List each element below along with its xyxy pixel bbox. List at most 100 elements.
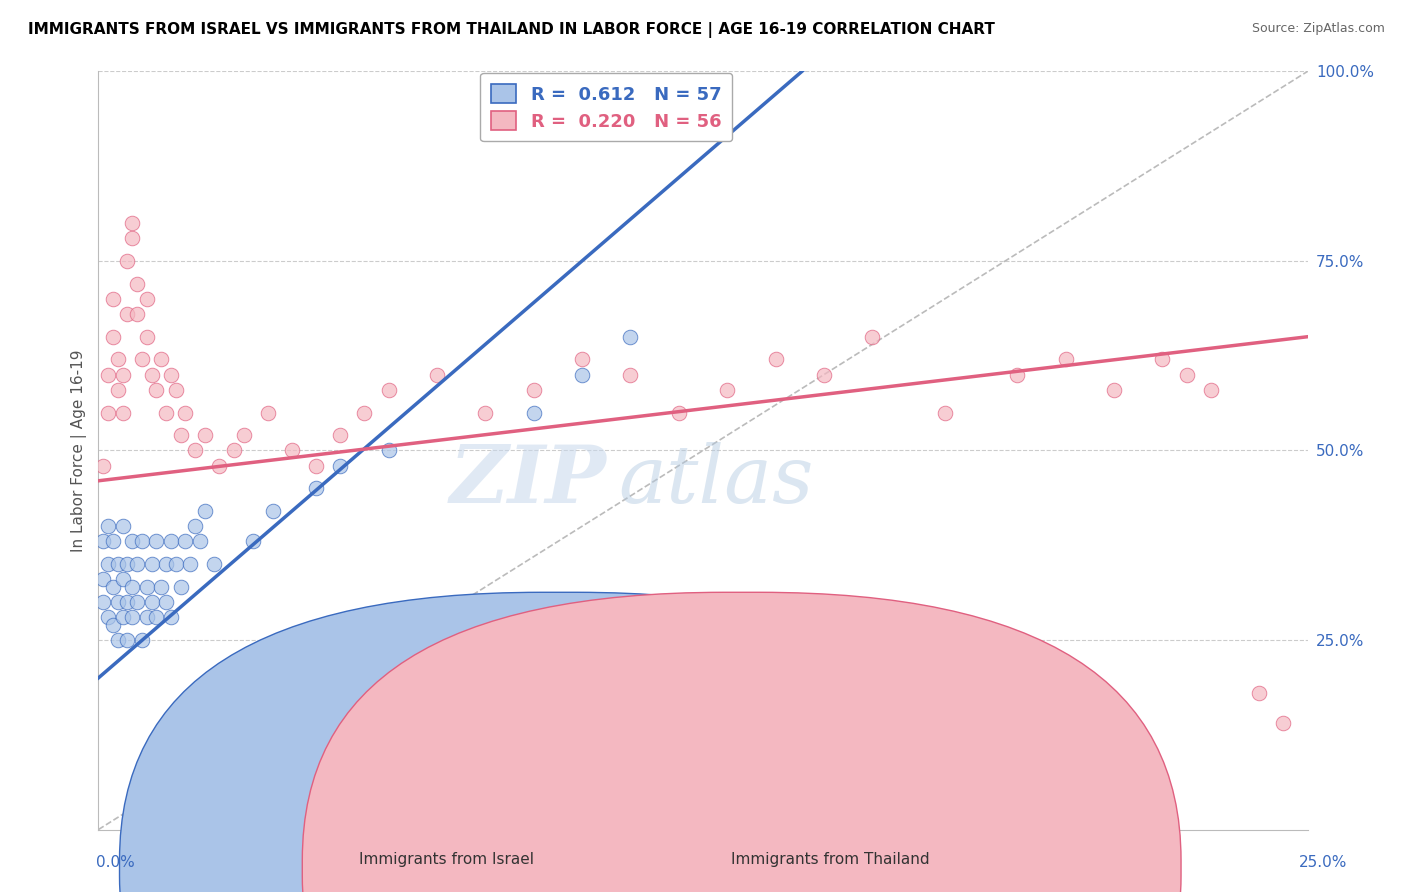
Point [523, 383, 546, 397]
Point [426, 368, 449, 382]
Point [194, 504, 217, 518]
Point [111, 519, 134, 533]
Point [716, 383, 738, 397]
Point [97, 368, 120, 382]
Point [813, 368, 835, 382]
Point [165, 383, 187, 397]
Point [121, 534, 143, 549]
Point [141, 557, 163, 572]
Point [1272, 716, 1295, 731]
Point [242, 534, 264, 549]
Text: 25.0%: 25.0% [1299, 855, 1347, 870]
Point [155, 595, 177, 609]
Point [179, 557, 201, 572]
Point [141, 595, 163, 609]
Point [131, 633, 153, 648]
Point [97, 405, 120, 420]
Point [174, 405, 197, 420]
Point [305, 458, 328, 473]
Point [474, 405, 496, 420]
Point [150, 580, 173, 594]
Point [765, 352, 787, 367]
Point [127, 307, 149, 321]
Point [184, 519, 207, 533]
Point [91, 573, 114, 587]
Text: Immigrants from Israel: Immigrants from Israel [360, 852, 534, 867]
Point [194, 428, 217, 442]
Point [117, 253, 139, 268]
Point [184, 443, 207, 458]
Point [145, 383, 167, 397]
Point [135, 330, 157, 344]
Point [97, 610, 120, 624]
Point [377, 383, 399, 397]
Point [117, 595, 139, 609]
Point [155, 405, 177, 420]
Point [127, 277, 149, 291]
Point [117, 557, 139, 572]
Point [131, 534, 153, 549]
Point [208, 458, 231, 473]
Point [619, 368, 641, 382]
Point [222, 708, 245, 723]
Point [117, 307, 139, 321]
Point [262, 504, 284, 518]
Point [1054, 352, 1077, 367]
Point [91, 534, 114, 549]
Point [121, 231, 143, 245]
Point [145, 610, 167, 624]
Point [212, 747, 235, 761]
Point [232, 428, 254, 442]
Point [160, 610, 183, 624]
Point [1199, 383, 1222, 397]
Point [353, 405, 375, 420]
Point [107, 595, 129, 609]
Point [1249, 686, 1271, 700]
Point [121, 610, 143, 624]
Text: ZIP: ZIP [450, 442, 606, 519]
Point [523, 405, 546, 420]
Point [329, 428, 352, 442]
Point [107, 383, 129, 397]
Point [135, 580, 157, 594]
Point [111, 573, 134, 587]
Point [107, 633, 129, 648]
Point [281, 731, 304, 746]
Point [135, 292, 157, 306]
Text: atlas: atlas [619, 442, 814, 519]
Legend: R =  0.612   N = 57, R =  0.220   N = 56: R = 0.612 N = 57, R = 0.220 N = 56 [481, 73, 733, 142]
Point [135, 610, 157, 624]
Point [91, 458, 114, 473]
Point [934, 405, 956, 420]
Point [101, 617, 124, 632]
Text: Source: ZipAtlas.com: Source: ZipAtlas.com [1251, 22, 1385, 36]
Point [188, 534, 211, 549]
Text: Immigrants from Thailand: Immigrants from Thailand [731, 852, 929, 867]
Point [174, 534, 197, 549]
Point [101, 292, 124, 306]
Point [169, 428, 191, 442]
Point [668, 405, 690, 420]
Point [97, 557, 120, 572]
Text: 0.0%: 0.0% [96, 855, 135, 870]
Point [305, 482, 328, 496]
Y-axis label: In Labor Force | Age 16-19: In Labor Force | Age 16-19 [72, 349, 87, 552]
Point [1007, 368, 1029, 382]
Point [101, 330, 124, 344]
Point [160, 368, 183, 382]
Point [571, 352, 593, 367]
Point [619, 330, 641, 344]
Point [860, 330, 883, 344]
Point [101, 534, 124, 549]
Point [131, 352, 153, 367]
Point [256, 405, 278, 420]
Point [91, 595, 114, 609]
Point [111, 368, 134, 382]
Point [101, 580, 124, 594]
Point [141, 368, 163, 382]
Point [169, 580, 191, 594]
Point [155, 557, 177, 572]
Point [117, 633, 139, 648]
Point [121, 580, 143, 594]
Point [145, 534, 167, 549]
